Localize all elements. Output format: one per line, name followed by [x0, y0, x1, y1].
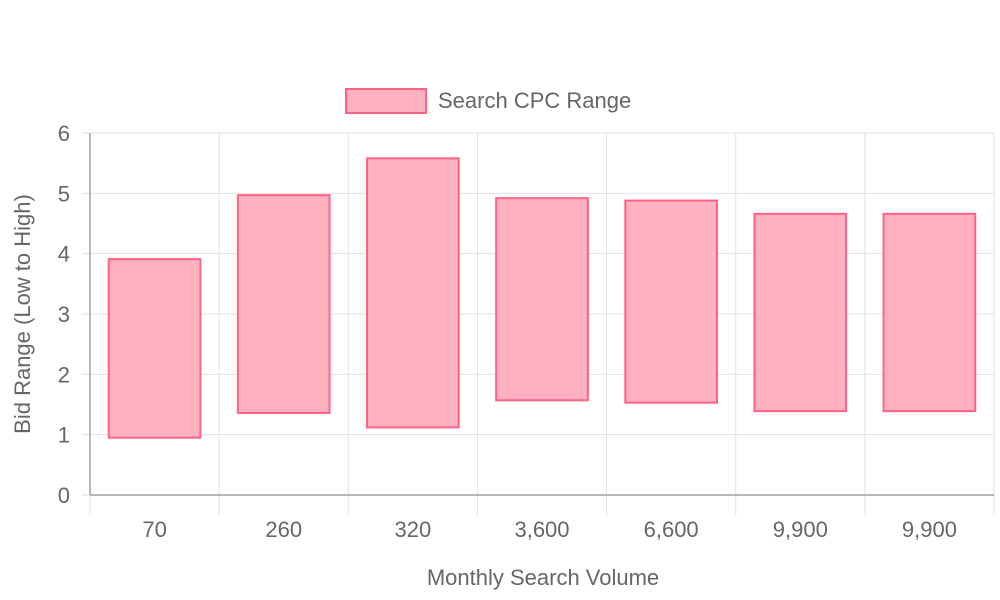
- y-axis-title: Bid Range (Low to High): [10, 194, 35, 434]
- bars: [107, 157, 977, 439]
- x-tick-label: 260: [265, 517, 302, 542]
- x-tick-label: 9,900: [773, 517, 828, 542]
- bar[interactable]: [882, 212, 977, 413]
- x-tick-label: 320: [394, 517, 431, 542]
- bar[interactable]: [236, 194, 331, 414]
- bar[interactable]: [495, 197, 589, 402]
- y-tick-label: 1: [58, 423, 70, 448]
- y-tick-label: 6: [58, 121, 70, 146]
- x-tick-label: 9,900: [902, 517, 957, 542]
- y-tick-label: 5: [58, 181, 70, 206]
- bar[interactable]: [366, 157, 460, 429]
- legend-swatch[interactable]: [345, 88, 427, 114]
- y-tick-label: 4: [58, 242, 70, 267]
- y-tick-label: 0: [58, 483, 70, 508]
- y-tick-label: 2: [58, 362, 70, 387]
- x-tick-label: 6,600: [644, 517, 699, 542]
- bar[interactable]: [107, 258, 202, 439]
- legend[interactable]: Search CPC Range: [345, 88, 631, 114]
- bar[interactable]: [753, 212, 848, 413]
- y-tick-label: 3: [58, 302, 70, 327]
- x-tick-label: 3,600: [514, 517, 569, 542]
- legend-label[interactable]: Search CPC Range: [438, 88, 631, 113]
- axes: [82, 132, 995, 515]
- bar[interactable]: [624, 199, 718, 404]
- tick-labels: 0 1 2 3 4 5 6 70 260 320 3,600 6,600 9,900 9,900: [58, 121, 957, 542]
- x-axis-title: Monthly Search Volume: [427, 565, 659, 590]
- x-tick-label: 70: [142, 517, 166, 542]
